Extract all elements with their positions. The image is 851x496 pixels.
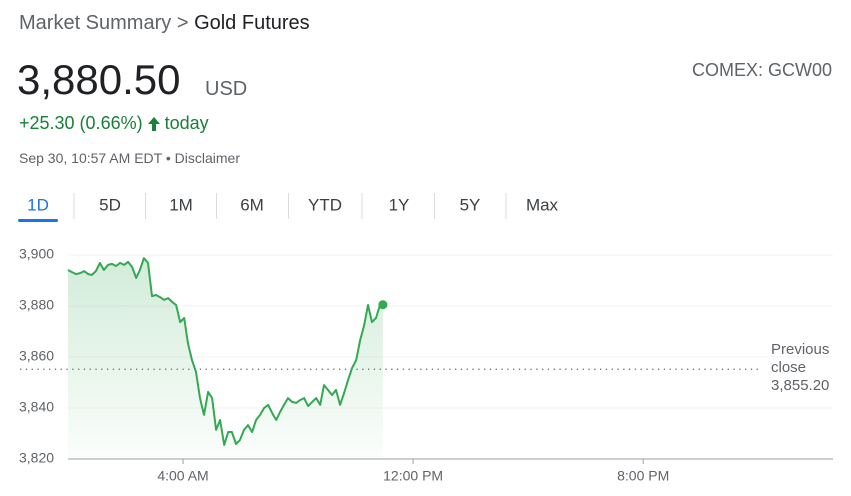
y-tick-label: 3,840 — [19, 399, 54, 415]
breadcrumb-link[interactable]: Market Summary — [19, 12, 172, 34]
price: 3,880.50 — [17, 56, 181, 103]
price-line — [67, 257, 384, 446]
tab[interactable]: 1M — [169, 195, 193, 214]
up-arrow — [147, 116, 160, 131]
tab[interactable]: 1Y — [389, 195, 410, 214]
tab[interactable]: 5D — [99, 195, 121, 214]
change: +25.30 (0.66%) today — [19, 113, 209, 134]
x-tick-label: 8:00 PM — [617, 468, 669, 484]
breadcrumb: Market Summary > Gold Futures — [19, 12, 310, 35]
breadcrumb-separator: > — [176, 12, 189, 34]
reference-name: Previous close — [771, 341, 830, 376]
last-point — [378, 300, 388, 310]
area — [68, 258, 383, 459]
y-tick-label: 3,820 — [19, 450, 54, 466]
tab[interactable]: 5Y — [460, 195, 481, 214]
y-tick-label: 3,900 — [19, 246, 54, 262]
timestamp-line: Sep 30, 10:57 AM EDT • Disclaimer — [19, 150, 240, 166]
breadcrumb-current: Gold Futures — [194, 12, 310, 34]
tab[interactable]: Max — [526, 195, 559, 214]
tab[interactable]: 1D — [27, 195, 49, 214]
tab-indicator — [18, 219, 58, 222]
y-tick-label: 3,880 — [19, 297, 54, 313]
tab[interactable]: YTD — [308, 195, 342, 214]
exchange: COMEX: GCW00 — [691, 60, 832, 80]
y-tick-label: 3,860 — [19, 348, 54, 364]
timestamp: Sep 30, 10:57 AM EDT — [19, 150, 162, 166]
currency: USD — [205, 78, 248, 100]
reference-value: 3,855.20 — [771, 377, 830, 394]
separator: • — [165, 150, 171, 166]
disclaimer[interactable]: Disclaimer — [174, 150, 240, 166]
reference-label: Previous close 3,855.20 — [771, 341, 837, 395]
x-tick-label: 12:00 PM — [383, 468, 443, 484]
x-tick-label: 4:00 AM — [157, 468, 208, 484]
change-value: +25.30 (0.66%) — [19, 113, 143, 133]
change-period: today — [164, 113, 209, 133]
tab[interactable]: 6M — [240, 195, 264, 214]
